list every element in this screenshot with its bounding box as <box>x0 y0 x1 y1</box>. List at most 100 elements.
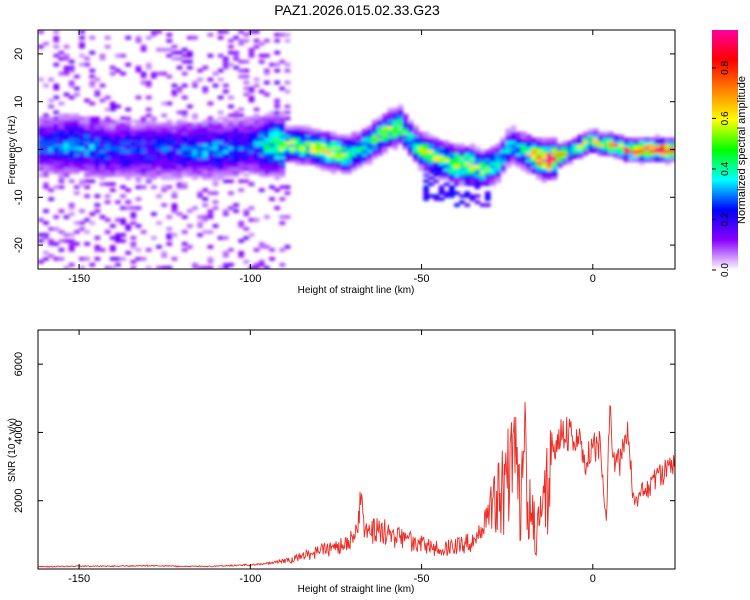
spectrogram-cell <box>597 137 604 142</box>
spectrogram-cell <box>89 179 96 183</box>
spectrogram-cell <box>341 140 347 145</box>
spectrogram-cell <box>392 113 399 118</box>
spectrogram-cell <box>181 158 188 163</box>
spectrogram-cell <box>515 152 522 157</box>
spectrogram-cell <box>418 158 424 163</box>
spectrogram-cell <box>371 149 378 154</box>
spectrogram-cell <box>587 140 594 145</box>
spectrogram-cell <box>145 170 152 174</box>
spectrogram-cell <box>192 137 198 142</box>
spectrogram-cell <box>315 131 322 136</box>
spectrogram-cell <box>192 140 198 145</box>
spectrogram-cell <box>115 161 121 166</box>
spectrogram-cell <box>89 116 96 121</box>
spectrogram-cell <box>654 143 661 148</box>
spectrogram-cell <box>207 215 214 219</box>
spectrogram-cell <box>582 146 589 151</box>
spectrogram-cell <box>510 161 517 166</box>
spectrogram-cell <box>279 86 286 91</box>
spectrogram-cell <box>228 170 234 174</box>
spectrogram-cell <box>53 155 60 160</box>
spectrogram-cell <box>79 152 85 157</box>
spectrogram-cell <box>299 137 306 142</box>
spectrogram-cell <box>413 140 419 145</box>
spectrogram-cell <box>264 215 270 219</box>
spectrogram-cell <box>217 143 224 148</box>
spectrogram-cell <box>73 113 80 118</box>
spectrogram-cell <box>58 116 65 121</box>
spectrogram-cell <box>526 152 532 157</box>
spectrogram-cell <box>597 152 604 157</box>
spectrogram-cell <box>433 161 440 166</box>
spectrogram-cell <box>104 170 111 174</box>
spectrogram-cell <box>443 164 450 169</box>
spectrogram-cell <box>479 158 486 163</box>
spectrogram-cell <box>377 143 383 148</box>
spectrogram-cell <box>135 248 142 252</box>
spectrogram-cell <box>63 155 70 160</box>
spectrogram-cell <box>243 236 250 240</box>
spectrogram-cell <box>38 134 44 139</box>
spectrogram-cell <box>520 155 527 160</box>
spectrogram-cell <box>264 143 270 148</box>
spectrogram-cell <box>520 149 527 154</box>
spectrogram-cell <box>89 122 96 127</box>
spectrogram-cell <box>269 152 275 157</box>
spectrogram-cell <box>294 137 301 142</box>
spectrogram-cell <box>115 152 121 157</box>
spectrogram-cell <box>639 149 645 154</box>
spectrogram-cell <box>464 152 471 157</box>
spectrogram-cell <box>253 218 260 222</box>
spectrogram-cell <box>243 92 250 97</box>
spectrogram-cell <box>454 170 460 174</box>
spectrogram-cell <box>176 137 183 142</box>
spectrogram-cell <box>140 155 147 160</box>
spectrogram-cell <box>377 116 383 121</box>
spectrogram-cell <box>73 143 80 148</box>
spectrogram-cell <box>89 158 96 163</box>
spectrogram-cell <box>664 140 671 145</box>
spectrogram-cell <box>315 134 322 139</box>
spectrogram-cell <box>68 65 75 70</box>
spectrogram-cell <box>207 176 214 180</box>
spectrogram-cell <box>305 128 311 133</box>
spectrogram-cell <box>207 122 214 127</box>
spectrogram-cell <box>248 266 255 269</box>
spectrogram-cell <box>382 131 388 136</box>
spectrogram-cell <box>79 53 85 58</box>
spectrogram-cell <box>222 30 229 34</box>
spectrogram-cell <box>104 44 111 49</box>
spectrogram-cell <box>171 44 178 49</box>
spectrogram-cell <box>43 83 49 88</box>
spectrogram-cell <box>140 134 147 139</box>
spectrogram-cell <box>125 134 132 139</box>
spectrogram-cell <box>407 146 414 151</box>
spectrogram-cell <box>192 206 198 210</box>
spectrogram-cell <box>284 215 291 219</box>
spectrogram-cell <box>238 152 245 157</box>
spectrogram-cell <box>243 80 250 85</box>
spectrogram-cell <box>68 170 75 174</box>
spectrogram-cell <box>500 170 507 174</box>
spectrogram-cell <box>556 143 563 148</box>
spectrogram-cell <box>592 146 599 151</box>
spectrogram-cell <box>73 149 80 154</box>
spectrogram-cell <box>212 149 219 154</box>
spectrogram-cell <box>68 263 75 267</box>
spectrogram-cell <box>130 266 137 269</box>
spectrogram-cell <box>669 140 675 145</box>
spectrogram-cell <box>104 95 111 100</box>
spectrogram-cell <box>222 62 229 67</box>
spectrogram-cell <box>233 143 239 148</box>
spectrogram-cell <box>207 146 214 151</box>
spectrogram-cell <box>68 155 75 160</box>
spectrogram-cell <box>351 140 358 145</box>
spectrogram-cell <box>413 137 419 142</box>
spectrogram-cell <box>264 92 270 97</box>
spectrogram-cell <box>228 143 234 148</box>
spectrogram-cell <box>38 137 44 142</box>
spectrogram-cell <box>551 149 558 154</box>
spectrogram-cell <box>294 143 301 148</box>
spectrogram-cell <box>151 143 157 148</box>
